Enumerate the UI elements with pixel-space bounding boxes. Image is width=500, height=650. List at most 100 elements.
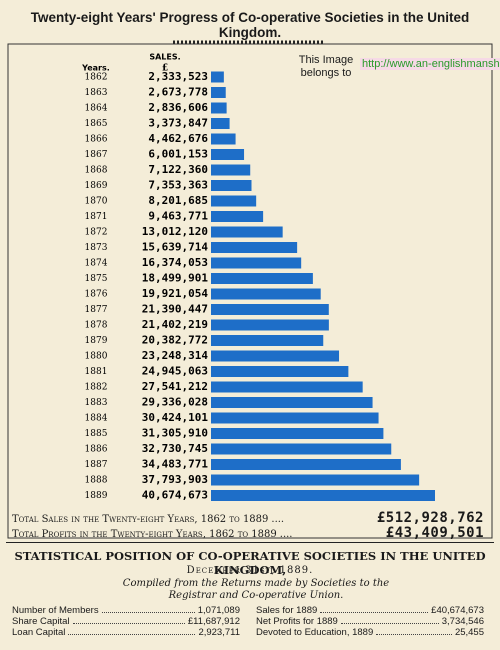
value-label: 18,499,901 <box>142 272 209 285</box>
statistics-item: Net Profits for 1889 3,734,546 <box>256 616 484 627</box>
category-label: 1885 <box>85 429 108 439</box>
bar <box>211 149 245 160</box>
category-label: 1871 <box>85 212 108 222</box>
category-label: 1882 <box>85 383 108 393</box>
value-label: 31,305,910 <box>142 427 208 440</box>
total-row: Total Profits in the Twenty-eight Years,… <box>12 525 484 541</box>
value-label: 40,674,673 <box>142 489 208 502</box>
total-row: Total Sales in the Twenty-eight Years, 1… <box>12 510 484 526</box>
leader: .... <box>279 529 293 540</box>
value-label: 37,793,903 <box>142 473 208 486</box>
statistics-item: Loan Capital 2,923,711 <box>12 627 240 638</box>
bar <box>211 211 264 222</box>
value-label: 29,336,028 <box>142 396 208 409</box>
total-value: £43,409,501 <box>385 525 484 541</box>
item-label: Sales for 1889 <box>256 605 318 616</box>
total-label: Total Sales in the Twenty-eight Years, 1… <box>12 514 269 525</box>
bar <box>211 474 420 486</box>
value-label: 32,730,745 <box>142 442 208 455</box>
item-value: 1,071,089 <box>197 605 240 616</box>
bar <box>211 350 340 362</box>
item-value: 2,923,711 <box>198 627 240 638</box>
category-label: 1889 <box>85 491 108 501</box>
bar <box>211 133 236 145</box>
value-label: 23,248,314 <box>142 349 209 362</box>
bar <box>211 87 226 98</box>
value-label: 24,945,063 <box>142 365 208 378</box>
bar <box>211 319 329 331</box>
chart: Years. SALES. £ 1862 2,333,523 1863 2,673,7… <box>7 40 493 539</box>
category-label: 1883 <box>85 398 108 408</box>
leader <box>320 605 429 613</box>
category-label: 1863 <box>85 88 108 98</box>
leader <box>68 627 196 635</box>
category-label: 1877 <box>85 305 108 315</box>
value-label: 7,122,360 <box>148 163 208 176</box>
category-label: 1880 <box>85 352 108 362</box>
item-value: £40,674,673 <box>431 605 484 616</box>
value-label: 13,012,120 <box>142 225 208 238</box>
bar <box>211 164 251 176</box>
value-label: 20,382,772 <box>142 334 208 347</box>
watermark: This Image belongs to http://www.an-engl… <box>294 54 500 88</box>
category-label: 1868 <box>85 166 108 176</box>
item-value: £11,687,912 <box>187 616 240 627</box>
value-label: 30,424,101 <box>142 411 209 424</box>
statistics-item: Sales for 1889 £40,674,673 <box>256 605 484 616</box>
category-label: 1876 <box>85 290 108 300</box>
value-label: 2,333,523 <box>148 70 208 83</box>
category-label: 1865 <box>85 119 108 129</box>
category-label: 1884 <box>85 414 108 424</box>
bar <box>211 242 298 253</box>
bars: 1862 2,333,523 1863 2,673,778 1864 2,836,606 1… <box>85 70 435 502</box>
value-label: 21,402,219 <box>142 318 208 331</box>
category-label: 1866 <box>85 135 108 145</box>
value-label: 34,483,771 <box>142 458 209 471</box>
value-label: 16,374,053 <box>142 256 208 269</box>
value-label: 6,001,153 <box>148 148 208 161</box>
category-label: 1875 <box>85 274 108 284</box>
bar <box>211 443 392 455</box>
category-label: 1878 <box>85 321 108 331</box>
leader <box>376 627 452 635</box>
value-label: 21,390,447 <box>142 303 208 316</box>
item-label: Number of Members <box>12 605 99 616</box>
bar <box>211 273 313 284</box>
bar <box>211 490 435 501</box>
bar <box>211 180 252 191</box>
bar <box>211 118 230 129</box>
value-unit: £ <box>162 64 168 74</box>
bar <box>211 304 329 315</box>
chart-title: Twenty-eight Years' Progress of Co-opera… <box>30 10 470 40</box>
watermark-text: belongs to <box>300 67 352 79</box>
leader: .... <box>271 514 285 525</box>
bar <box>211 288 321 300</box>
value-label: 7,353,363 <box>148 179 208 192</box>
value-label: 4,462,676 <box>148 132 208 145</box>
category-label: 1864 <box>85 104 108 114</box>
bar <box>211 412 379 424</box>
value-label: 15,639,714 <box>142 241 209 254</box>
statistics-note: Compiled from the Returns made by Societ… <box>122 578 390 601</box>
bar <box>211 102 227 114</box>
bar <box>211 71 224 83</box>
category-label: 1881 <box>85 367 108 377</box>
category-label: 1886 <box>85 445 108 455</box>
statistics-item: Share Capital £11,687,912 <box>12 616 240 627</box>
category-label: 1870 <box>85 197 108 207</box>
bar <box>211 257 302 269</box>
category-label: 1887 <box>85 460 108 470</box>
bar <box>211 366 349 377</box>
item-value: 3,734,546 <box>441 616 484 627</box>
value-label: 27,541,212 <box>142 380 208 393</box>
statistics-date: December 31st, 1889. <box>186 565 314 576</box>
watermark-text: This Image <box>298 54 354 66</box>
category-header: Years. <box>81 64 110 73</box>
frame <box>7 43 493 539</box>
item-label: Net Profits for 1889 <box>256 616 338 627</box>
value-label: 8,201,685 <box>148 194 208 207</box>
total-label: Total Profits in the Twenty-eight Years,… <box>12 529 277 540</box>
value-label: 9,463,771 <box>148 210 208 223</box>
bar <box>211 428 384 439</box>
